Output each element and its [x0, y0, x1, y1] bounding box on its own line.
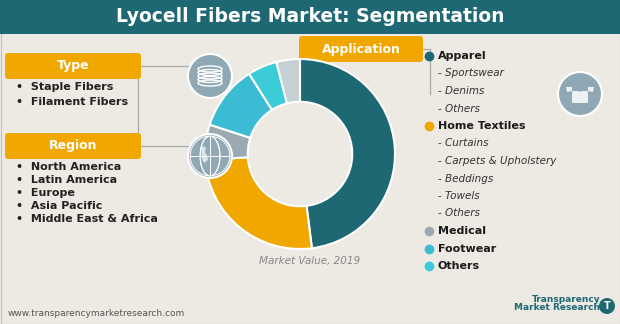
Text: •  Staple Fibers: • Staple Fibers	[16, 82, 113, 92]
Text: •  Latin America: • Latin America	[16, 175, 117, 185]
Text: - Carpets & Upholstery: - Carpets & Upholstery	[438, 156, 556, 166]
Text: Footwear: Footwear	[438, 244, 496, 253]
Wedge shape	[249, 62, 287, 110]
Circle shape	[188, 54, 232, 98]
Text: •  North America: • North America	[16, 162, 122, 172]
Text: Market Value, 2019: Market Value, 2019	[259, 256, 361, 266]
Text: •  Europe: • Europe	[16, 188, 75, 198]
Text: T: T	[604, 301, 610, 311]
Text: - Others: - Others	[438, 209, 480, 218]
Text: Type: Type	[56, 60, 89, 73]
Wedge shape	[277, 59, 300, 103]
Text: - Beddings: - Beddings	[438, 173, 494, 183]
Text: Transparency: Transparency	[531, 295, 600, 304]
Polygon shape	[566, 87, 572, 92]
Wedge shape	[205, 125, 250, 160]
Text: Medical: Medical	[438, 226, 486, 236]
Polygon shape	[201, 146, 208, 163]
Wedge shape	[300, 59, 395, 248]
Text: www.transparencymarketresearch.com: www.transparencymarketresearch.com	[8, 309, 185, 318]
FancyBboxPatch shape	[0, 0, 620, 34]
Text: •  Asia Pacific: • Asia Pacific	[16, 201, 102, 211]
Wedge shape	[210, 74, 272, 138]
Text: - Denims: - Denims	[438, 86, 484, 96]
Circle shape	[188, 134, 232, 178]
Text: Home Textiles: Home Textiles	[438, 121, 526, 131]
Text: •  Middle East & Africa: • Middle East & Africa	[16, 214, 158, 224]
Text: •  Filament Fibers: • Filament Fibers	[16, 97, 128, 107]
Wedge shape	[205, 157, 312, 249]
FancyBboxPatch shape	[5, 53, 141, 79]
FancyBboxPatch shape	[5, 133, 141, 159]
FancyBboxPatch shape	[299, 36, 423, 62]
Text: Lyocell Fibers Market: Segmentation: Lyocell Fibers Market: Segmentation	[116, 7, 504, 27]
Text: - Others: - Others	[438, 103, 480, 113]
Text: - Towels: - Towels	[438, 191, 480, 201]
Polygon shape	[572, 91, 588, 103]
Text: - Curtains: - Curtains	[438, 138, 489, 148]
Text: Market Research: Market Research	[514, 303, 600, 312]
Circle shape	[599, 298, 615, 314]
Text: Region: Region	[49, 140, 97, 153]
Polygon shape	[588, 87, 594, 92]
Circle shape	[558, 72, 602, 116]
Text: Others: Others	[438, 261, 480, 271]
Text: Application: Application	[322, 42, 401, 55]
Text: - Sportswear: - Sportswear	[438, 68, 504, 78]
Text: Apparel: Apparel	[438, 51, 487, 61]
